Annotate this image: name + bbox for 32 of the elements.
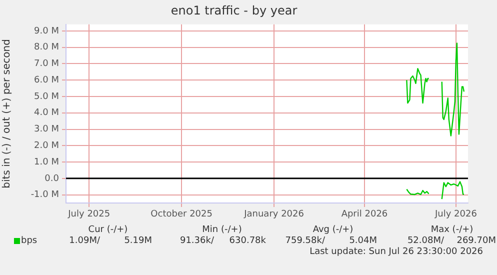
x-tick-label: April 2026: [341, 210, 388, 220]
y-tick-label: 3.0 M: [34, 124, 59, 135]
y-tick-label: 4.0 M: [34, 108, 59, 118]
y-tick-label: 2.0 M: [34, 140, 59, 151]
text: Cur (-/+): [87, 225, 129, 235]
text: 269.70M: [456, 236, 496, 246]
text: 5.04M: [348, 236, 377, 246]
x-tick-label: July 2025: [67, 210, 110, 220]
x-tick-label: July 2026: [434, 210, 478, 220]
text: 759.58k/: [284, 236, 325, 246]
y-tick-label: 5.0 M: [34, 92, 59, 102]
y-tick-label: 0.0: [44, 174, 60, 184]
y-tick-label: 7.0 M: [34, 59, 59, 70]
x-tick-label: January 2026: [243, 210, 304, 220]
y-tick-label: 6.0 M: [34, 75, 59, 86]
text: 1.09M/: [68, 236, 100, 246]
y-tick-label: 9.0 M: [34, 26, 59, 36]
y-axis-title: bits in (-) / out (+) per second: [2, 39, 13, 188]
text: 52.08M/: [406, 236, 444, 246]
text: 5.19M: [123, 236, 152, 246]
text: Last update: Sun Jul 26 23:30:00 2026: [310, 247, 483, 257]
y-tick-label: 8.0 M: [34, 42, 59, 53]
y-tick-label: 1.0 M: [34, 157, 59, 168]
text: Avg (-/+): [312, 225, 354, 235]
text: 630.78k: [228, 236, 266, 246]
y-tick-label: -1.0 M: [30, 190, 59, 200]
x-tick-label: October 2025: [150, 210, 212, 220]
text: Min (-/+): [201, 225, 243, 235]
chart-title: eno1 traffic - by year: [170, 3, 298, 18]
text: Max (-/+): [430, 225, 474, 235]
text: 91.36k/: [178, 236, 214, 246]
legend-label: bps: [21, 236, 38, 246]
